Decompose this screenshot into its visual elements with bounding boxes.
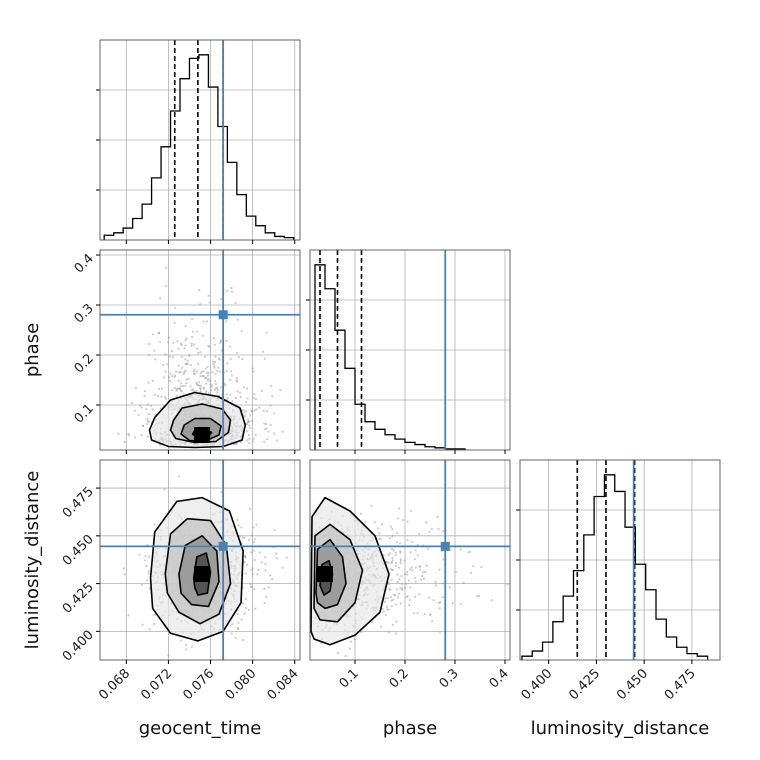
pair-panel-phase-luminosity_distance <box>309 459 511 664</box>
y-tick-label-luminosity_distance: 0.475 <box>60 484 97 521</box>
y-tick-label-luminosity_distance: 0.450 <box>60 532 97 569</box>
y-tick-label-phase: 0.4 <box>72 251 97 276</box>
ylabel-luminosity-distance: luminosity_distance <box>22 471 43 650</box>
truth-marker <box>440 541 450 551</box>
y-tick-label-phase: 0.1 <box>72 401 97 426</box>
x-tick-label-geocent_time: 0.072 <box>138 666 175 703</box>
contour-line <box>149 496 244 642</box>
panel-frame <box>99 39 301 241</box>
x-tick-label-luminosity_distance: 0.450 <box>614 666 651 703</box>
x-tick-label-phase: 0.4 <box>487 666 512 691</box>
pair-panel-geocent_time-luminosity_distance <box>96 459 301 664</box>
contour-line <box>191 427 213 439</box>
y-tick-label-phase: 0.2 <box>72 351 97 376</box>
xlabel-luminosity-distance: luminosity_distance <box>531 718 710 739</box>
contour-line <box>313 523 364 623</box>
xlabel-geocent-time: geocent_time <box>139 718 262 739</box>
x-tick-label-phase: 0.1 <box>337 666 362 691</box>
x-tick-label-geocent_time: 0.084 <box>265 666 302 703</box>
hist-panel-geocent_time <box>96 39 301 244</box>
x-tick-label-luminosity_distance: 0.475 <box>662 666 699 703</box>
contour-line <box>319 559 334 596</box>
truth-marker <box>218 541 228 551</box>
panel-frame <box>99 459 301 661</box>
panel-frame <box>99 249 301 451</box>
contour-line <box>180 417 222 442</box>
density-peak <box>194 566 211 583</box>
pair-panel-geocent_time-phase <box>96 249 301 454</box>
contour-line <box>192 552 212 596</box>
hist-panel-phase <box>306 249 511 454</box>
x-tick-label-geocent_time: 0.076 <box>180 666 217 703</box>
contour-line <box>148 391 247 449</box>
y-tick-label-luminosity_distance: 0.425 <box>60 580 97 617</box>
histogram-steps <box>314 264 466 450</box>
contour-line <box>169 403 232 444</box>
contour-line <box>178 535 220 608</box>
contour-line <box>164 517 232 625</box>
y-tick-label-luminosity_distance: 0.400 <box>60 628 97 665</box>
xlabel-phase: phase <box>383 718 437 739</box>
y-tick-label-phase: 0.3 <box>72 301 97 326</box>
x-tick-label-phase: 0.2 <box>387 666 412 691</box>
x-tick-label-geocent_time: 0.080 <box>223 666 260 703</box>
contour-line <box>310 496 390 646</box>
hist-panel-luminosity_distance <box>516 459 721 664</box>
density-peak <box>194 427 211 443</box>
histogram-steps <box>521 474 709 660</box>
histogram-steps <box>103 54 295 240</box>
x-tick-label-phase: 0.3 <box>437 666 462 691</box>
x-tick-label-geocent_time: 0.068 <box>96 666 133 703</box>
panel-frame <box>309 249 511 451</box>
panel-frame <box>309 459 511 661</box>
x-tick-label-luminosity_distance: 0.400 <box>519 666 556 703</box>
truth-marker <box>218 310 228 320</box>
panel-frame <box>519 459 721 661</box>
x-tick-label-luminosity_distance: 0.425 <box>566 666 603 703</box>
ylabel-phase: phase <box>22 323 43 377</box>
